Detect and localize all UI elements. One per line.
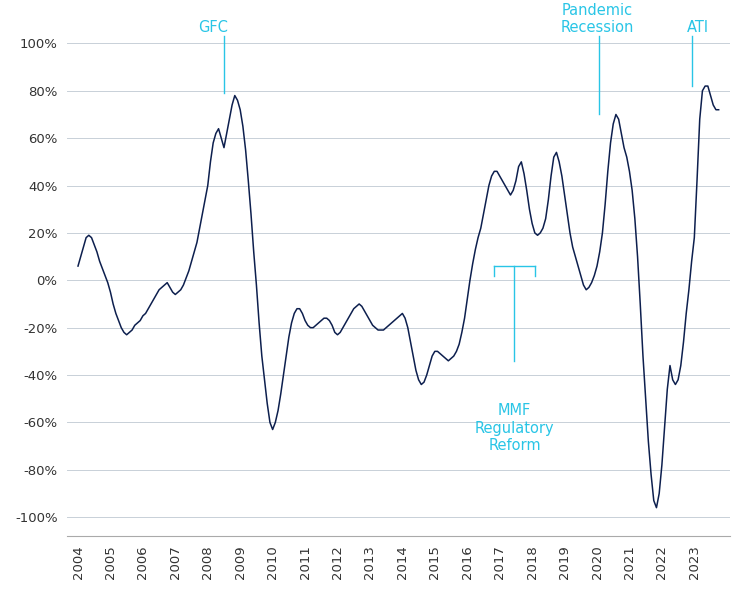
Text: ATI: ATI (686, 20, 708, 35)
Text: MMF
Regulatory
Reform: MMF Regulatory Reform (475, 403, 554, 453)
Text: GFC: GFC (197, 20, 227, 35)
Text: Pandemic
Recession: Pandemic Recession (560, 3, 634, 35)
